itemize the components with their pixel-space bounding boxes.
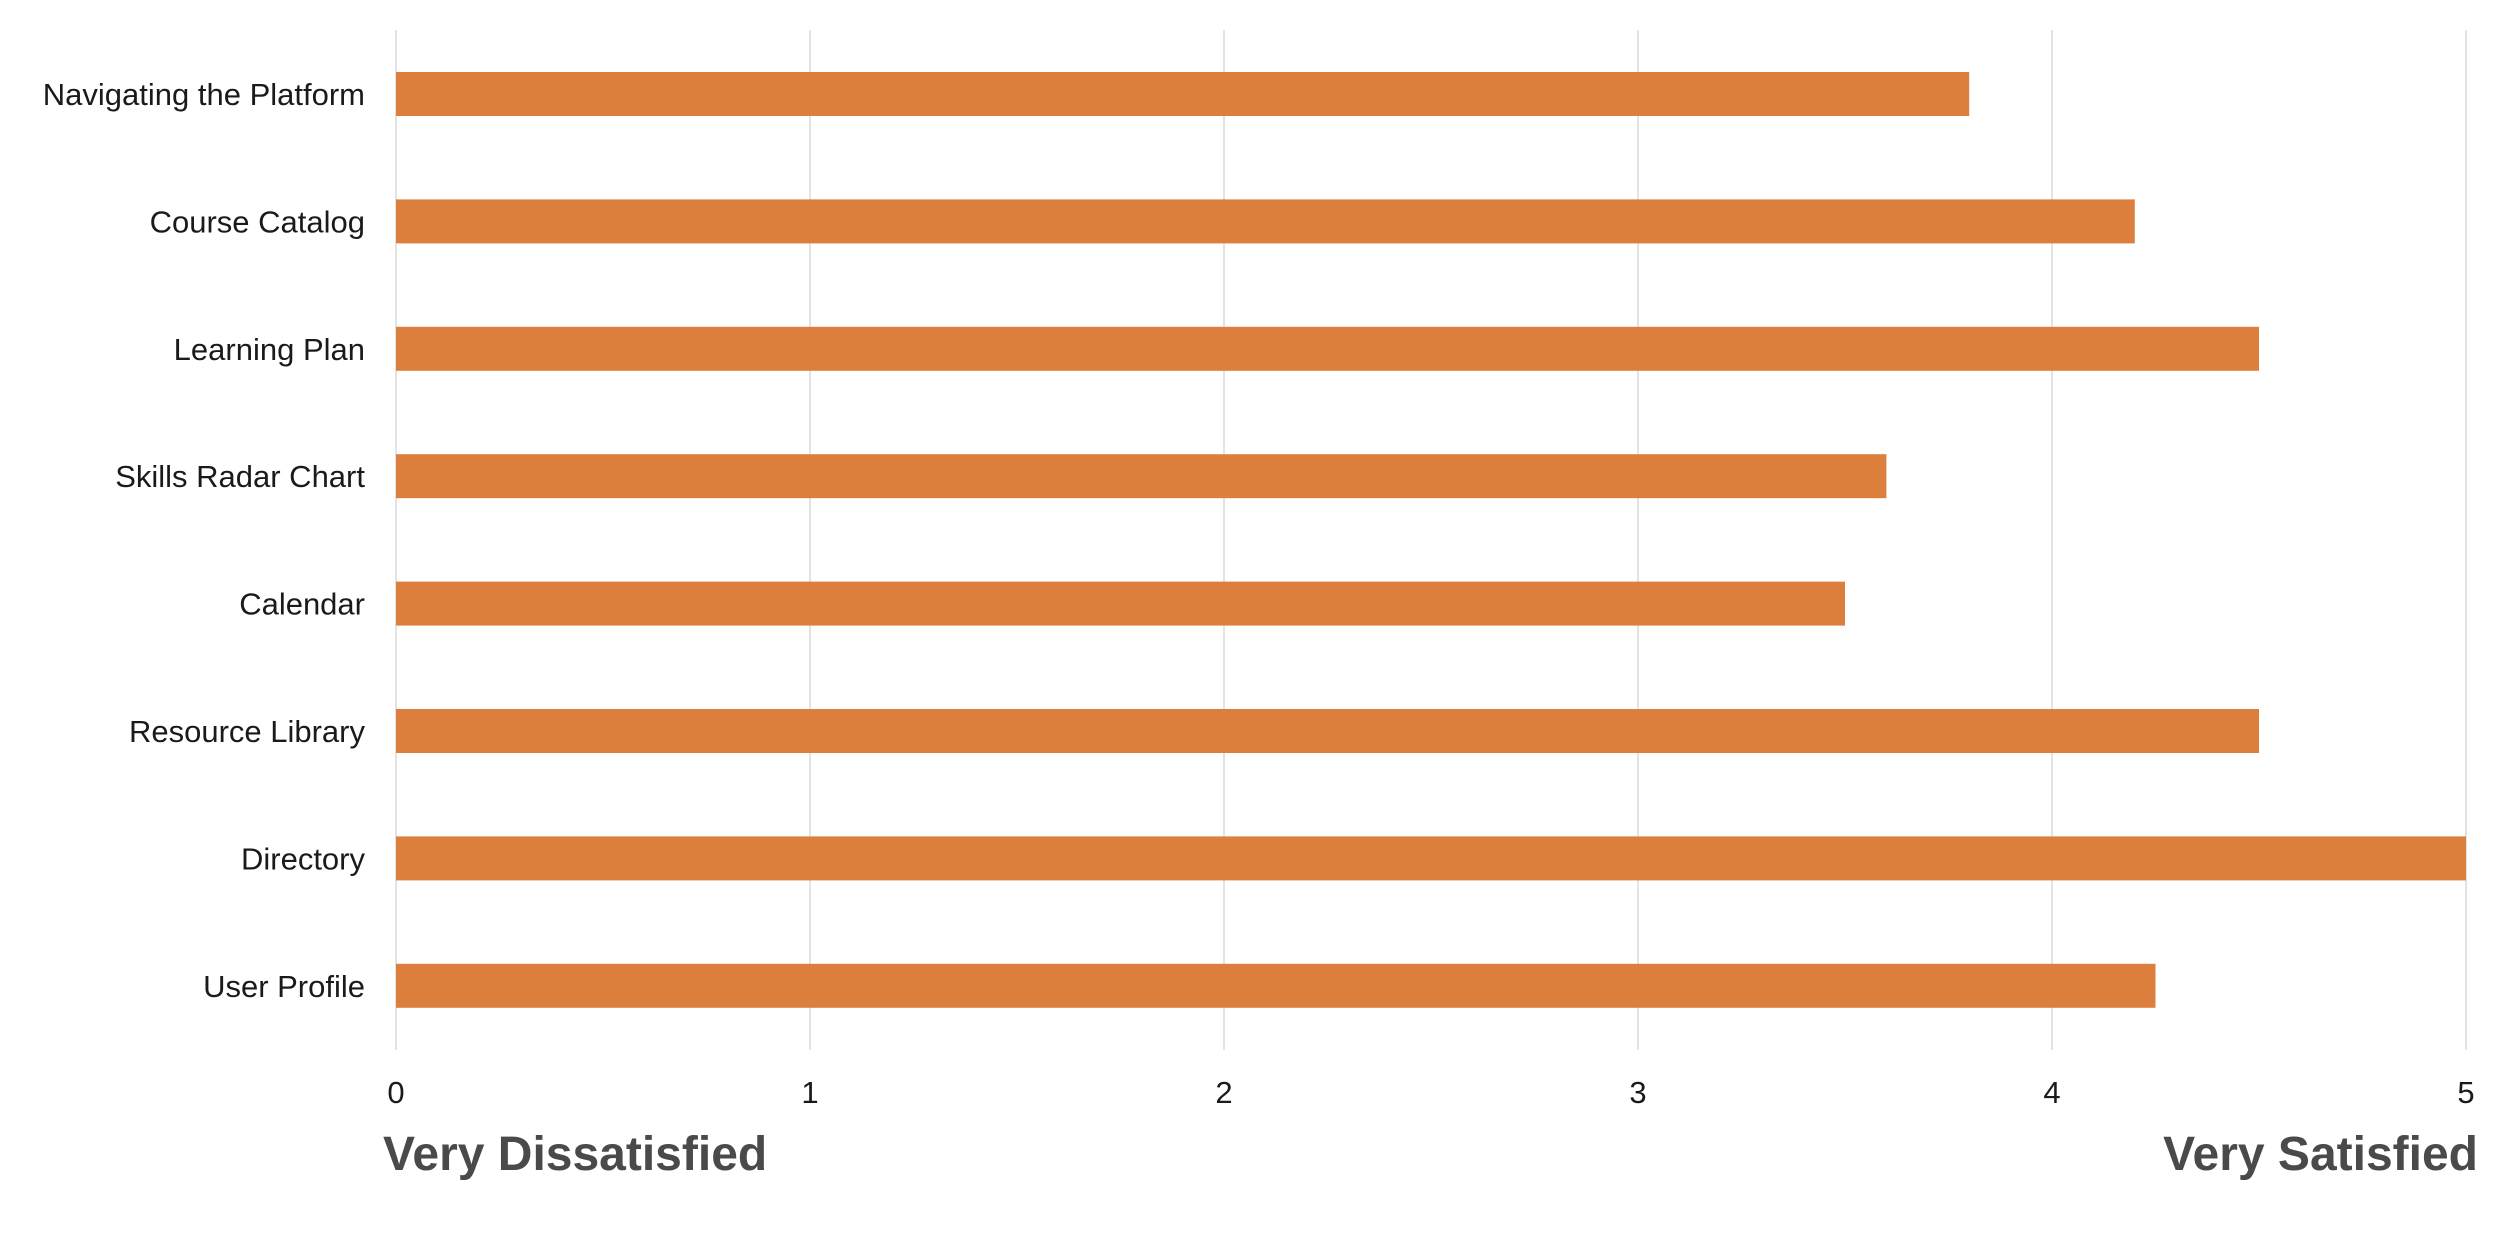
bar	[396, 326, 2259, 371]
bar	[396, 709, 2259, 753]
x-tick-label: 0	[387, 1075, 404, 1110]
bar	[396, 199, 2135, 244]
category-label: Directory	[241, 841, 366, 876]
category-labels: Navigating the Platform Course Catalog Lea…	[43, 77, 366, 1004]
gridlines	[395, 30, 2467, 1050]
category-label: Calendar	[239, 587, 365, 622]
category-label: Learning Plan	[174, 332, 365, 367]
x-min-label: Very Dissatisfied	[383, 1128, 767, 1181]
bar	[396, 454, 1887, 499]
category-label: Skills Radar Chart	[115, 459, 365, 494]
bar	[396, 581, 1845, 626]
x-tick-label: 3	[1629, 1075, 1646, 1110]
x-tick-label: 2	[1215, 1075, 1232, 1110]
x-max-label: Very Satisfied	[2163, 1128, 2478, 1181]
category-label: Resource Library	[129, 714, 366, 749]
x-tick-label: 1	[801, 1075, 818, 1110]
x-tick-label: 4	[2043, 1075, 2060, 1110]
category-label: Navigating the Platform	[43, 77, 365, 112]
bar	[396, 836, 2466, 881]
bars	[396, 72, 2466, 1008]
x-tick-label: 5	[2457, 1075, 2474, 1110]
category-label: Course Catalog	[150, 204, 365, 239]
bar	[396, 72, 1970, 116]
x-tick-labels: 0 1 2 3 4 5	[387, 1075, 2474, 1110]
bar	[396, 963, 2156, 1008]
category-label: User Profile	[203, 969, 365, 1004]
